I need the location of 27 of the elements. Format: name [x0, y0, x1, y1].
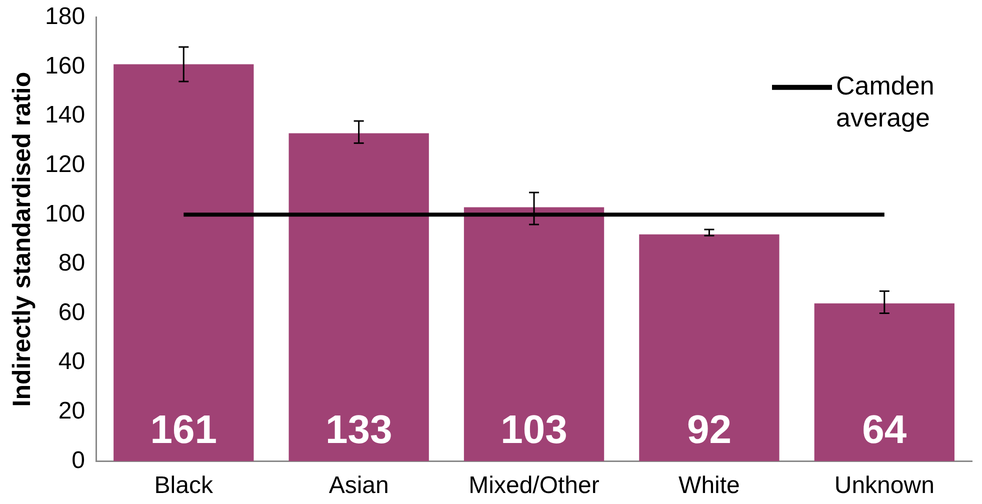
- data-label: 92: [686, 408, 732, 452]
- y-tick-label: 160: [44, 52, 86, 80]
- y-tick-label: 0: [72, 446, 86, 474]
- y-tick-label: 180: [44, 3, 86, 30]
- y-tick-label: 80: [58, 250, 86, 277]
- x-tick-label: Unknown: [834, 472, 934, 500]
- data-label: 64: [862, 408, 908, 452]
- bar: [114, 64, 254, 462]
- bar: [639, 234, 780, 462]
- y-tick-label: 60: [58, 298, 86, 326]
- y-tick-label: 20: [58, 398, 86, 425]
- y-tick-label: 140: [44, 102, 86, 129]
- y-axis-title: Indirectly standardised ratio: [8, 72, 36, 407]
- data-label: 161: [150, 408, 218, 452]
- x-tick-label: Black: [154, 472, 214, 500]
- data-label: 133: [325, 408, 392, 452]
- y-tick-label: 40: [58, 348, 86, 376]
- x-tick-label: White: [678, 472, 740, 500]
- x-tick-label: Asian: [328, 472, 389, 500]
- bar: [464, 207, 604, 462]
- y-tick-label: 100: [44, 200, 86, 228]
- y-tick-label: 120: [44, 150, 86, 178]
- x-tick-label: Mixed/Other: [468, 472, 600, 500]
- legend-label: Camden average: [836, 70, 934, 133]
- data-label: 103: [500, 408, 568, 452]
- bar: [288, 133, 429, 462]
- bar: [814, 303, 954, 462]
